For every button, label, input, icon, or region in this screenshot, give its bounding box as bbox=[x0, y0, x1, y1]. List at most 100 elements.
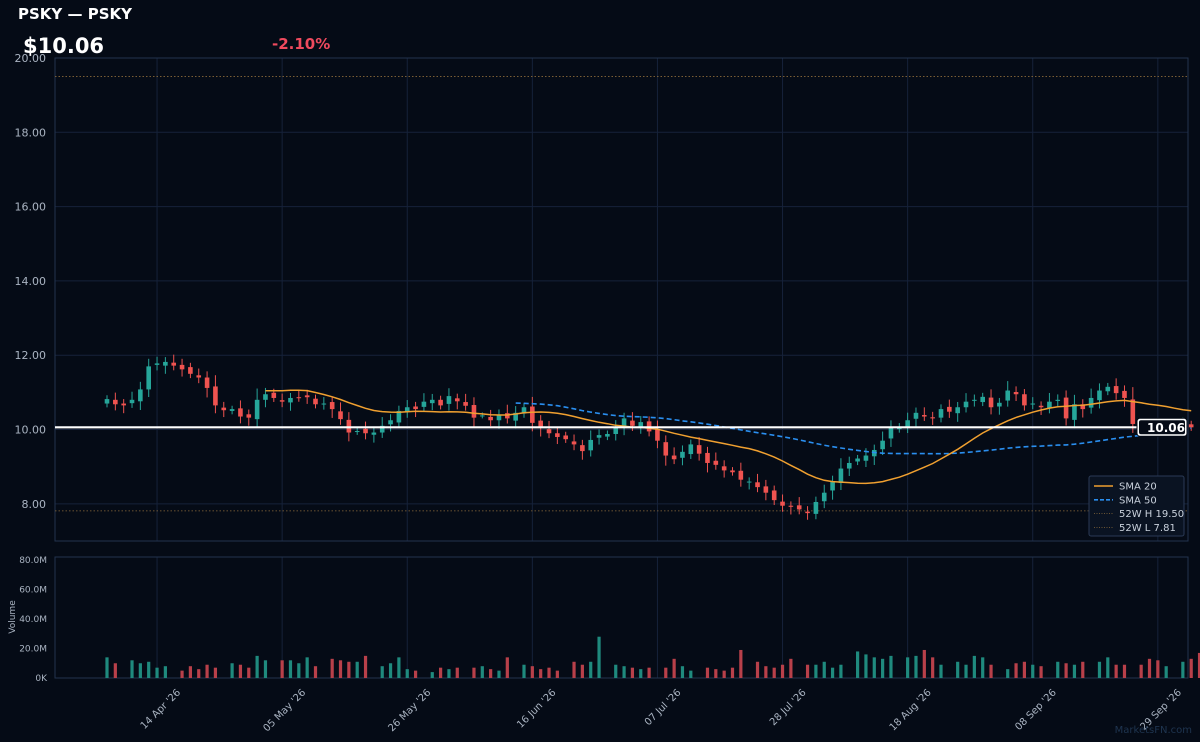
candle bbox=[788, 501, 794, 515]
volume-bar bbox=[572, 661, 576, 678]
volume-bar bbox=[338, 660, 343, 678]
candle bbox=[563, 431, 568, 443]
chart-title: PSKY — PSKY bbox=[18, 5, 133, 23]
candle bbox=[1122, 385, 1127, 407]
candle bbox=[454, 393, 460, 410]
candle bbox=[780, 494, 785, 512]
volume-bar bbox=[1156, 660, 1160, 678]
volume-bar bbox=[280, 660, 284, 678]
volume-bar bbox=[355, 661, 359, 678]
volume-bars bbox=[105, 636, 1200, 678]
volume-bar bbox=[931, 657, 935, 678]
candle bbox=[771, 485, 777, 506]
candle bbox=[263, 387, 268, 408]
candle bbox=[738, 462, 744, 487]
volume-bar bbox=[614, 664, 618, 678]
candle bbox=[922, 407, 927, 421]
candle bbox=[496, 409, 502, 429]
candle bbox=[605, 430, 610, 441]
volume-bar bbox=[1064, 663, 1068, 678]
volume-bar bbox=[347, 661, 351, 678]
volume-bar bbox=[872, 657, 876, 678]
volume-bar bbox=[380, 666, 384, 678]
candle bbox=[1105, 382, 1111, 396]
volume-bar bbox=[505, 657, 509, 678]
volume-bar bbox=[1006, 669, 1010, 678]
current-price: $10.06 bbox=[23, 34, 105, 58]
price-tick-label: 18.00 bbox=[15, 126, 47, 139]
volume-bar bbox=[814, 664, 818, 678]
legend-label: SMA 50 bbox=[1119, 495, 1157, 506]
volume-bar bbox=[1122, 664, 1127, 678]
volume-tick-label: 40.0M bbox=[19, 615, 47, 625]
volume-bar bbox=[764, 666, 768, 678]
candle bbox=[446, 388, 452, 411]
price-axis: 8.00 10.00 12.00 14.00 16.00 18.00 20.00 bbox=[15, 52, 47, 511]
candle bbox=[1047, 392, 1052, 414]
volume-bar bbox=[472, 667, 476, 678]
candle bbox=[246, 409, 252, 426]
legend-label: 52W L 7.81 bbox=[1119, 523, 1176, 534]
candle bbox=[1022, 389, 1027, 411]
candle bbox=[721, 460, 727, 478]
volume-bar bbox=[922, 649, 926, 678]
volume-bar bbox=[689, 670, 693, 678]
candle bbox=[396, 405, 402, 428]
volume-bar bbox=[263, 660, 268, 678]
date-tick-label: 16 Jun '26 bbox=[515, 687, 558, 730]
volume-bar bbox=[956, 661, 960, 678]
volume-bar bbox=[830, 667, 835, 678]
candle bbox=[746, 477, 752, 490]
volume-bar bbox=[1197, 652, 1200, 678]
price-change: -2.10% bbox=[272, 35, 331, 53]
date-tick-label: 07 Jul '26 bbox=[643, 687, 684, 728]
candle bbox=[1113, 378, 1119, 400]
candle bbox=[363, 421, 368, 440]
volume-bar bbox=[447, 669, 451, 678]
candle bbox=[1013, 386, 1019, 402]
candle bbox=[1005, 381, 1011, 407]
volume-bar bbox=[1114, 664, 1118, 678]
volume-bar bbox=[130, 660, 134, 678]
volume-bar bbox=[205, 664, 209, 678]
volume-bar bbox=[705, 667, 710, 678]
date-tick-label: 14 Apr '26 bbox=[139, 687, 183, 731]
volume-bar bbox=[964, 664, 968, 678]
volume-bar bbox=[439, 667, 443, 678]
volume-bar bbox=[1139, 664, 1143, 678]
candle bbox=[113, 392, 118, 411]
candle bbox=[121, 399, 126, 414]
volume-bar bbox=[839, 664, 843, 678]
volume-bar bbox=[430, 672, 434, 678]
volume-bar bbox=[155, 667, 159, 678]
candle bbox=[880, 431, 885, 456]
volume-bar bbox=[972, 655, 976, 678]
date-tick-label: 26 May '26 bbox=[387, 687, 434, 734]
date-tick-label: 05 May '26 bbox=[261, 687, 308, 734]
candle bbox=[1097, 383, 1102, 409]
volume-bar bbox=[1147, 658, 1152, 678]
candle bbox=[421, 393, 427, 413]
candle bbox=[288, 392, 293, 411]
candle bbox=[221, 401, 227, 418]
legend-box bbox=[1088, 475, 1185, 537]
candle bbox=[163, 357, 168, 374]
volume-bar bbox=[405, 669, 409, 678]
candle bbox=[830, 475, 835, 500]
candle bbox=[596, 429, 602, 445]
volume-bar bbox=[539, 669, 543, 678]
candles bbox=[104, 354, 1194, 520]
volume-bar bbox=[622, 666, 626, 678]
candle bbox=[371, 427, 377, 443]
candle bbox=[963, 393, 969, 413]
candle bbox=[296, 389, 302, 402]
volume-bar bbox=[180, 670, 184, 678]
legend-label: 52W H 19.50 bbox=[1119, 509, 1184, 520]
candle bbox=[146, 358, 151, 397]
volume-bar bbox=[914, 655, 918, 678]
candle bbox=[188, 362, 193, 379]
volume-bar bbox=[1164, 666, 1168, 678]
candle bbox=[238, 400, 243, 424]
candle bbox=[138, 381, 143, 410]
volume-bar bbox=[772, 667, 776, 678]
